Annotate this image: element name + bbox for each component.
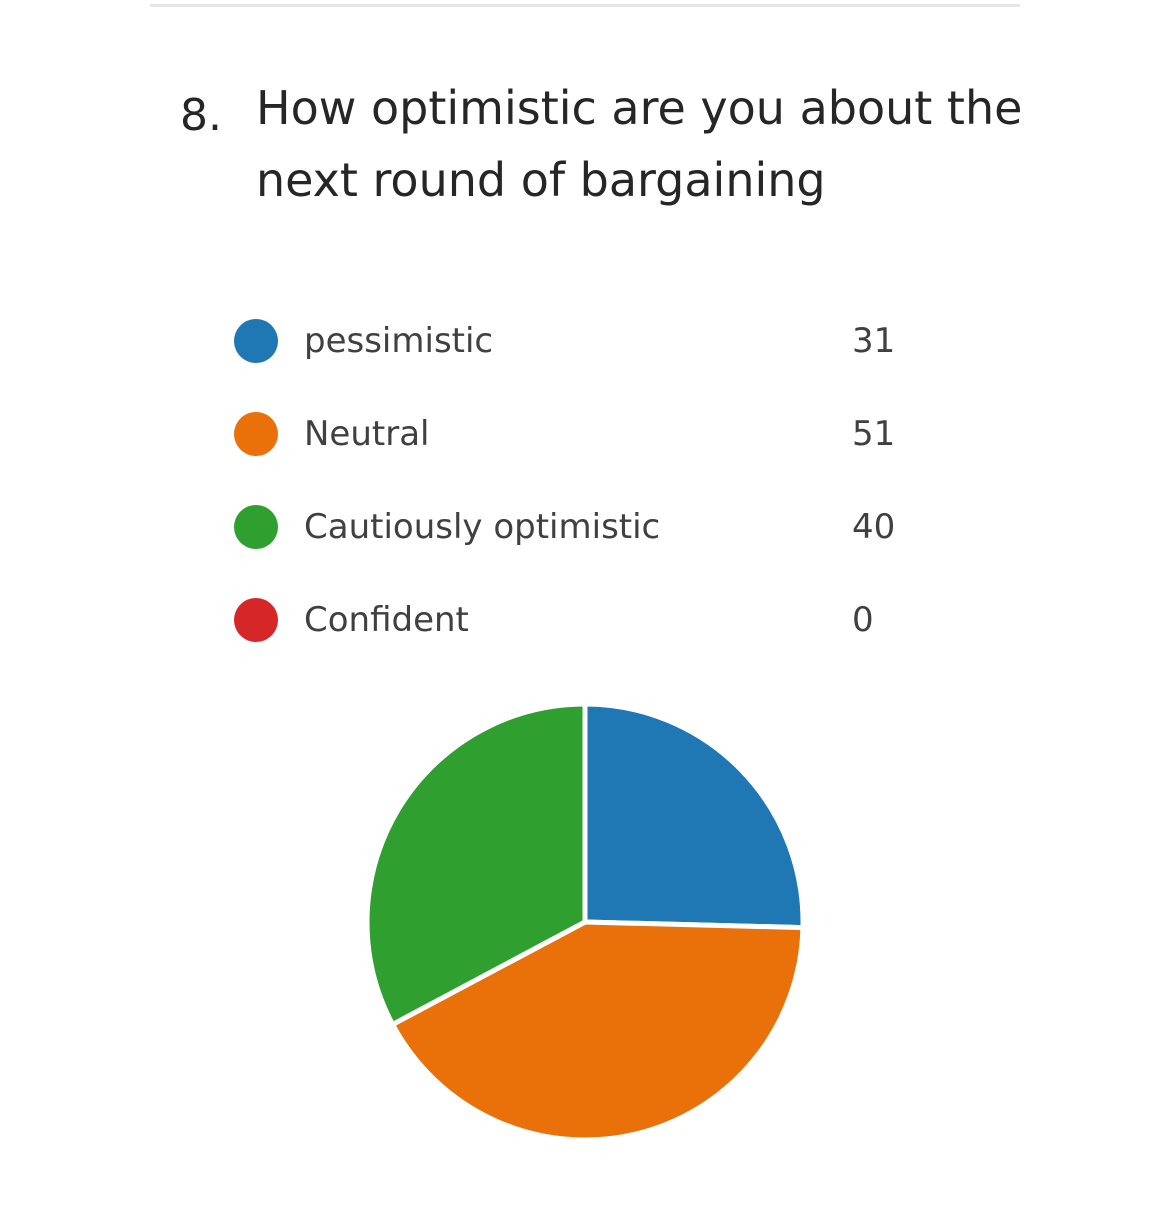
- legend-count: 51: [852, 414, 896, 454]
- legend-swatch-pessimistic: [234, 319, 278, 363]
- pie-slice-pessimistic: [582, 701, 806, 931]
- legend-item-neutral: Neutral 51: [232, 409, 912, 502]
- legend-item-confident: Confident 0: [232, 595, 912, 688]
- question-title: How optimistic are you about the next ro…: [256, 81, 1023, 207]
- legend-label: Cautiously optimistic: [304, 507, 661, 547]
- legend-count: 40: [852, 507, 896, 547]
- legend-label: Confident: [304, 600, 469, 640]
- pie-chart-svg: [364, 701, 806, 1143]
- pie-chart: [355, 690, 815, 1150]
- question-number: 8.: [180, 90, 222, 141]
- top-divider: [150, 4, 1020, 7]
- legend-label: pessimistic: [304, 321, 494, 361]
- legend-label: Neutral: [304, 414, 430, 454]
- legend-swatch-cautiously-optimistic: [234, 505, 278, 549]
- pie-slice-cautiously-optimistic: [364, 701, 588, 1027]
- legend-item-pessimistic: pessimistic 31: [232, 316, 912, 409]
- legend-item-cautiously-optimistic: Cautiously optimistic 40: [232, 502, 912, 595]
- legend-count: 0: [852, 600, 874, 640]
- legend-swatch-neutral: [234, 412, 278, 456]
- legend-swatch-confident: [234, 598, 278, 642]
- legend-count: 31: [852, 321, 896, 361]
- chart-legend: pessimistic 31 Neutral 51 Cautiously opt…: [232, 316, 912, 688]
- pie-slice-neutral: [390, 919, 806, 1143]
